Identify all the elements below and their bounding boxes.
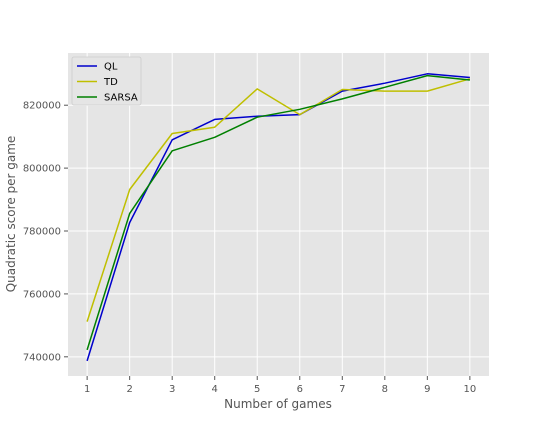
- legend-label-sarsa: SARSA: [104, 93, 138, 104]
- y-axis-ticks: 740000 760000 780000 800000 820000: [23, 101, 68, 363]
- x-tick-label: 9: [424, 384, 430, 395]
- legend-label-td: TD: [103, 77, 118, 88]
- x-axis-ticks: 1 2 3 4 5 6 7 8 9 10: [84, 376, 476, 395]
- x-tick-label: 10: [463, 384, 476, 395]
- x-tick-label: 2: [126, 384, 132, 395]
- x-tick-label: 7: [339, 384, 345, 395]
- y-tick-label: 760000: [23, 289, 61, 300]
- y-axis-label: Quadratic score per game: [4, 136, 18, 293]
- y-tick-label: 740000: [23, 352, 61, 363]
- series-line-td: [86, 78, 471, 322]
- legend-box: [71, 56, 142, 106]
- x-tick-label: 6: [297, 384, 303, 395]
- legend: QL TD SARSA: [71, 56, 142, 106]
- y-tick-label: 800000: [23, 164, 61, 175]
- series-lines: [86, 73, 471, 362]
- y-tick-label: 780000: [23, 227, 61, 238]
- x-tick-label: 8: [382, 384, 388, 395]
- x-tick-label: 1: [84, 384, 90, 395]
- x-axis-label: Number of games: [224, 397, 332, 411]
- legend-label-ql: QL: [104, 62, 118, 73]
- x-tick-label: 5: [254, 384, 260, 395]
- grid-lines: [68, 53, 489, 376]
- y-tick-label: 820000: [23, 101, 61, 112]
- plot-area: [68, 53, 489, 376]
- x-tick-label: 3: [169, 384, 175, 395]
- x-tick-label: 4: [212, 384, 218, 395]
- series-line-sarsa: [86, 74, 470, 351]
